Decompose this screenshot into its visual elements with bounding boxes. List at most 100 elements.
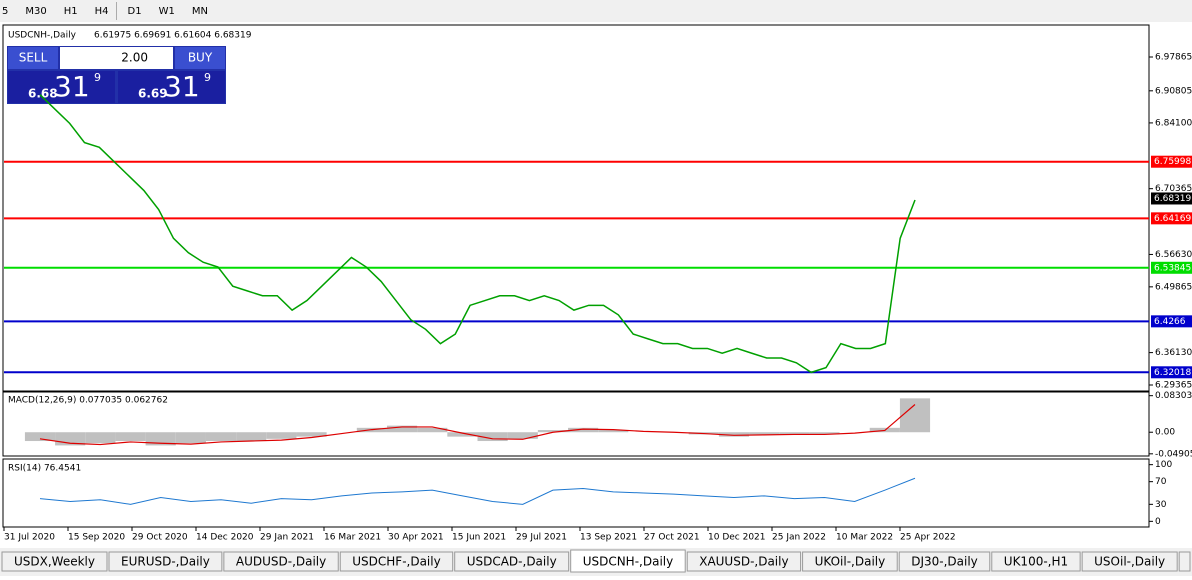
macd-bar [145,432,176,446]
level-tag [1151,212,1192,225]
macd-bar [236,432,267,442]
tab-bg [1178,551,1191,572]
buy-button[interactable] [175,47,225,69]
y-tick-label: 0.083039 [1155,391,1192,401]
sell-pips: 31 [54,70,90,103]
tab[interactable]: USDCAD-,Daily [454,551,570,572]
y-tick-label: 6.84100 [1155,118,1192,128]
tab[interactable]: EURUSD-,Daily [108,551,223,572]
macd-bar [477,432,508,442]
y-tick-label: 0.00 [1155,428,1175,438]
tab[interactable]: HK50- [1178,551,1192,572]
y-tick-label: -0.04905 [1155,449,1192,459]
x-tick-label: 16 Mar 2021 [324,533,381,543]
sell-button[interactable] [8,47,58,69]
macd-bar [749,432,780,435]
macd-bar [85,432,116,444]
tab[interactable]: USOil-,Daily [1081,551,1178,572]
y-tick-label: 0 [1155,517,1161,527]
tab[interactable]: DJ30-,Daily [898,551,991,572]
macd-bar [537,430,569,433]
tab-bg [686,551,802,572]
macd-bar [568,427,599,433]
rsi-line [39,477,916,505]
price-pane [2,24,1150,392]
macd-bar [507,432,538,439]
timeframe-button[interactable]: 5 [2,6,8,17]
chart-header-quote: 6.61975 6.69691 6.61604 6.68319 [94,31,252,41]
current-price-tag [1151,192,1192,205]
level-tag [1151,261,1192,274]
macd-title: MACD(12,26,9) 0.077035 0.062762 [8,396,168,406]
buy-big: 6.69 [138,87,168,101]
y-tick-label: 6.29365 [1155,380,1192,390]
y-tick-label: 6.49865 [1155,282,1192,292]
sell-frac: 9 [94,71,101,84]
timeframe-button[interactable]: D1 [128,6,142,17]
x-tick-label: 25 Jan 2022 [772,533,826,543]
tab-bg [802,551,898,572]
macd-bar [115,432,146,442]
level-label: 6.53845 [1154,263,1191,273]
macd-bar [598,430,629,433]
timeframe-button[interactable]: W1 [159,6,175,17]
timeframe-button[interactable]: H1 [64,6,78,17]
macd-bar [417,427,448,433]
tab-label: USDCAD-,Daily [467,555,557,569]
macd-bar [296,432,327,437]
tab-bg [898,551,991,572]
level-tag [1151,315,1192,328]
timeframe-button[interactable]: H4 [95,6,109,17]
tab[interactable]: UKOil-,Daily [802,551,898,572]
price-line [39,94,916,374]
buy-pips: 31 [164,70,200,103]
lot-input[interactable] [60,47,173,69]
x-tick-label: 14 Dec 2020 [196,533,254,543]
timeframe-button[interactable]: MN [192,6,208,17]
macd-signal [39,404,916,446]
timeframe-button[interactable]: M30 [25,6,46,17]
macd-bar [24,432,56,442]
macd-bar [899,398,931,433]
tab-label: XAUUSD-,Daily [699,555,788,569]
current-price: 6.68319 [1154,194,1191,204]
macd-pane [2,391,1150,457]
level-label: 6.4266 [1154,317,1186,327]
toolbar [0,0,1192,22]
macd-bar [718,432,750,437]
tab-bg [1081,551,1178,572]
tab[interactable]: USDCHF-,Daily [339,551,454,572]
sell-price-box[interactable] [8,71,115,103]
macd-bar [386,425,418,433]
y-tick-label: 6.90805 [1155,86,1192,96]
buy-frac: 9 [204,71,211,84]
tab-label: UK100-,H1 [1004,555,1068,569]
tab-label: USOil-,Daily [1094,555,1165,569]
y-tick-label: 6.70365 [1155,184,1192,194]
macd-bar [809,432,840,435]
tab-bg [223,551,339,572]
tab[interactable]: USDCNH-,Daily [570,549,686,573]
lot-value: 2.00 [121,51,148,65]
x-tick-label: 15 Sep 2020 [68,533,125,543]
tab[interactable]: XAUUSD-,Daily [686,551,802,572]
buy-label: BUY [188,51,213,65]
macd-bar [175,432,206,444]
macd-bar [447,432,478,437]
tab-bg [570,549,686,573]
rsi-pane [2,458,1150,528]
x-tick-label: 29 Jul 2021 [516,533,567,543]
tab[interactable]: AUDUSD-,Daily [223,551,339,572]
tab[interactable]: UK100-,H1 [991,551,1081,572]
tab-label: USDCNH-,Daily [583,555,674,569]
x-tick-label: 10 Mar 2022 [836,533,893,543]
x-tick-label: 29 Jan 2021 [260,533,314,543]
chart-header-symbol: USDCNH-,Daily [8,31,77,41]
level-label: 6.75998 [1154,157,1191,167]
tab[interactable]: USDX,Weekly [1,551,108,572]
x-tick-label: 30 Apr 2021 [388,533,444,543]
sell-big: 6.68 [28,87,58,101]
x-tick-label: 13 Sep 2021 [580,533,637,543]
buy-price-box[interactable] [118,71,225,103]
